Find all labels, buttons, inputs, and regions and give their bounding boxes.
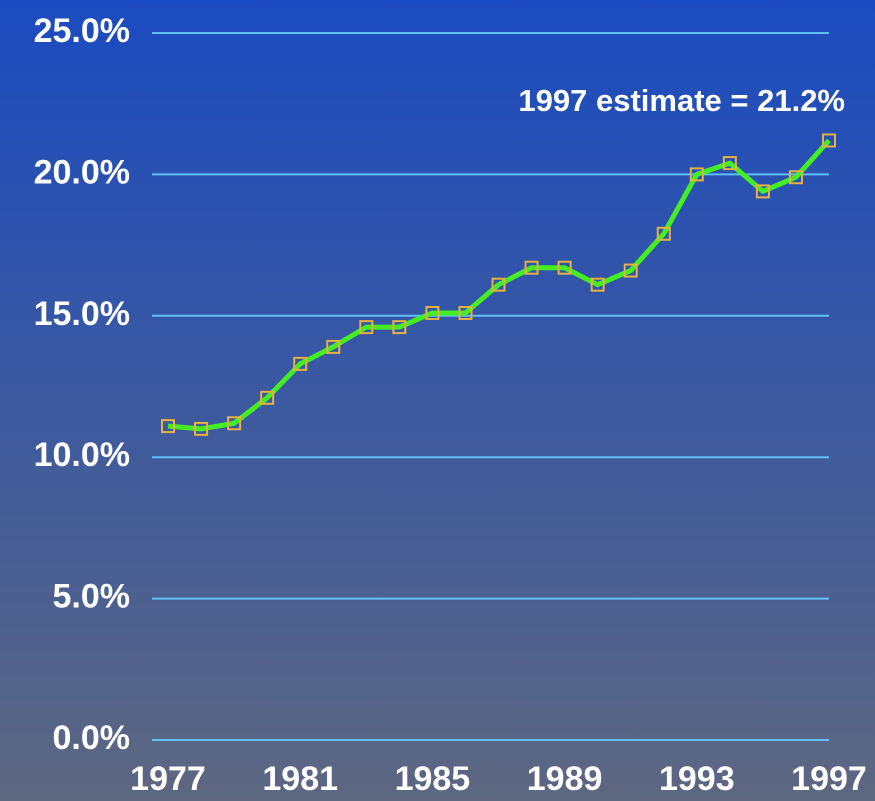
y-tick-label: 15.0% [34,295,130,333]
data-point [293,356,308,371]
x-tick-label: 1985 [395,760,471,798]
data-point [689,167,704,182]
data-point [227,416,242,431]
data-point [822,133,836,148]
data-point [656,226,671,241]
y-tick-label: 25.0% [34,12,130,50]
data-point [590,277,605,292]
annotation: 1997 estimate = 21.2% [518,83,845,118]
data-point [392,320,407,335]
data-point [788,170,803,185]
y-tick-label: 5.0% [53,578,131,616]
data-point [557,260,572,275]
data-point [458,305,473,320]
data-point [260,390,275,405]
data-point [161,419,175,434]
data-point [194,421,209,436]
data-point [359,320,374,335]
x-tick-label: 1997 [791,760,867,798]
data-point [425,305,440,320]
data-point [722,156,737,171]
x-tick-label: 1993 [659,760,735,798]
x-tick-label: 1981 [262,760,338,798]
data-line [167,138,831,432]
data-point [755,184,770,199]
data-point [524,260,539,275]
data-point [326,339,341,354]
data-point [491,277,506,292]
y-tick-label: 20.0% [34,153,130,191]
x-tick-label: 1989 [527,760,603,798]
data-point [623,263,638,278]
y-tick-label: 10.0% [34,436,130,474]
y-tick-label: 0.0% [53,719,131,757]
x-tick-label: 1977 [130,760,206,798]
